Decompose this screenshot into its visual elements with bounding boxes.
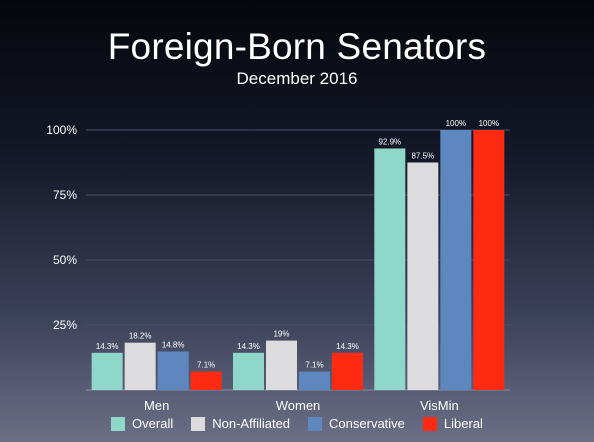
data-label: 19%	[273, 330, 289, 339]
legend: Overall Non-Affiliated Conservative Libe…	[0, 416, 594, 431]
chart-subtitle: December 2016	[236, 69, 358, 88]
data-label: 100%	[446, 119, 466, 128]
legend-label-conservative: Conservative	[329, 416, 405, 431]
y-tick-label: 75%	[53, 188, 77, 202]
legend-item-overall: Overall	[111, 416, 173, 431]
bar-women-overall	[233, 352, 264, 390]
bar-vismin-overall	[374, 148, 406, 390]
data-label: 100%	[479, 119, 499, 128]
legend-item-conservative: Conservative	[308, 416, 405, 431]
legend-swatch-overall	[111, 416, 126, 431]
legend-label-liberal: Liberal	[443, 416, 483, 431]
bar-men-conservative	[157, 351, 189, 390]
bar-vismin-liberal	[473, 130, 505, 390]
chart-title: Foreign-Born Senators	[107, 26, 487, 67]
data-label: 87.5%	[411, 152, 434, 161]
legend-item-non-affiliated: Non-Affiliated	[191, 416, 290, 431]
data-label: 14.3%	[237, 342, 260, 351]
bar-women-liberal	[332, 352, 363, 390]
data-label: 7.1%	[197, 361, 215, 370]
legend-swatch-non-affiliated	[191, 416, 206, 431]
x-tick-label: Men	[144, 398, 169, 413]
data-label: 92.9%	[378, 137, 401, 146]
data-label: 14.8%	[162, 341, 185, 350]
bar-men-non-affiliated	[124, 342, 156, 390]
bar-men-liberal	[190, 371, 222, 390]
bar-women-conservative	[299, 371, 330, 390]
legend-item-liberal: Liberal	[422, 416, 483, 431]
legend-label-non-affiliated: Non-Affiliated	[212, 416, 291, 431]
data-label: 18.2%	[129, 332, 152, 341]
x-tick-label: Women	[276, 398, 321, 413]
y-tick-label: 100%	[46, 123, 77, 137]
bar-men-overall	[91, 352, 123, 390]
legend-swatch-liberal	[422, 416, 437, 431]
bar-vismin-non-affiliated	[407, 162, 439, 390]
data-label: 14.3%	[336, 342, 359, 351]
y-tick-label: 25%	[53, 318, 77, 332]
bar-women-non-affiliated	[266, 340, 297, 390]
x-tick-label: VisMin	[420, 398, 459, 413]
legend-label-overall: Overall	[132, 416, 174, 431]
data-label: 14.3%	[96, 342, 119, 351]
bar-vismin-conservative	[440, 130, 472, 390]
data-label: 7.1%	[305, 361, 323, 370]
legend-swatch-conservative	[308, 416, 323, 431]
y-tick-label: 50%	[53, 253, 77, 267]
